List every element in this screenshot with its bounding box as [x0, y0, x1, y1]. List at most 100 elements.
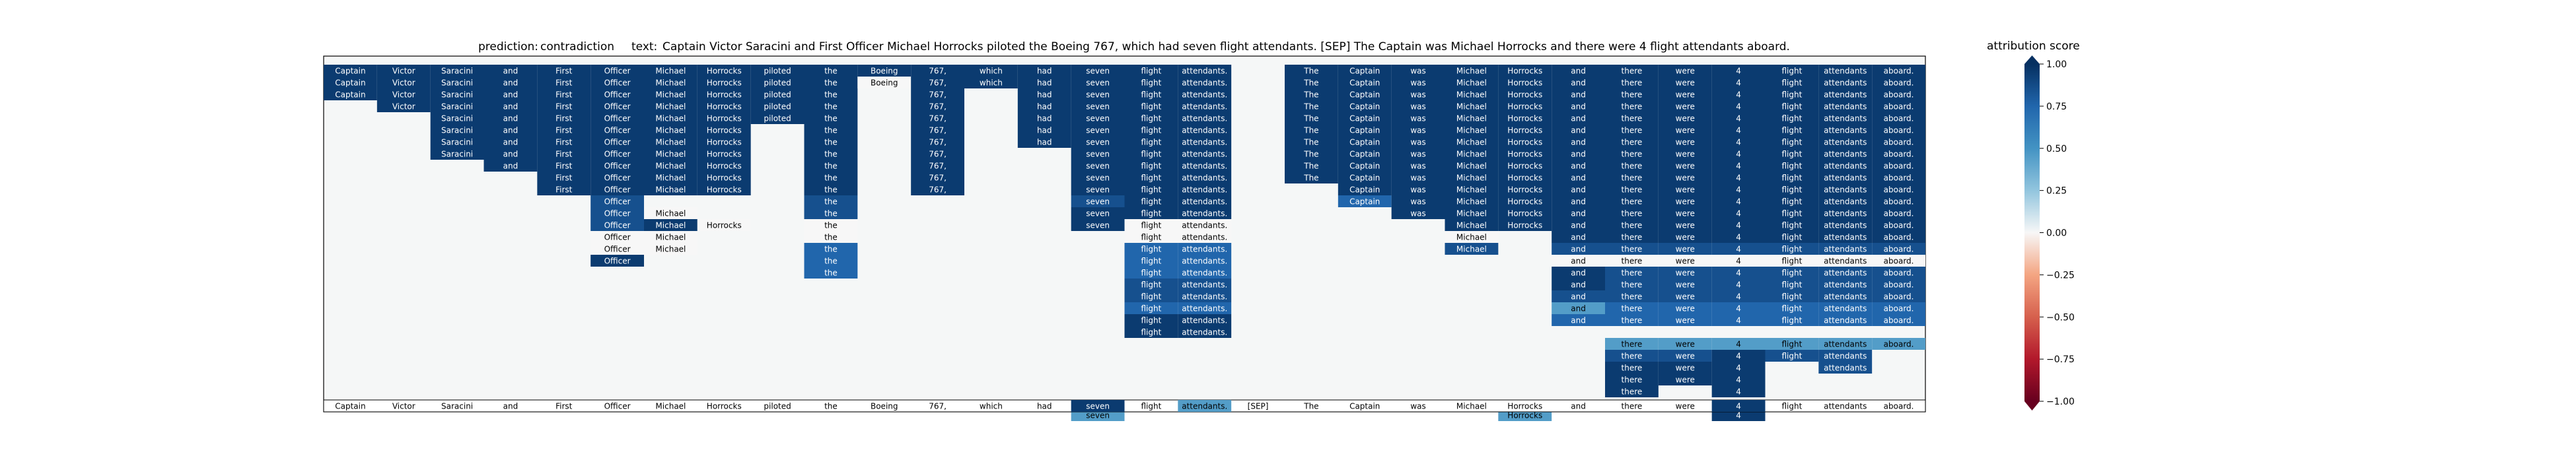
- heatmap-cell: [1658, 65, 1712, 77]
- cell-token-label: attendants: [1824, 269, 1867, 278]
- cell-token-label: 4: [1736, 79, 1741, 88]
- cell-token-label: were: [1676, 90, 1695, 100]
- heatmap-cell: [644, 88, 698, 100]
- cell-token-label: flight: [1141, 67, 1162, 76]
- cell-token-label: flight: [1782, 352, 1803, 361]
- cell-token-label: aboard.: [1884, 233, 1914, 242]
- heatmap-cell: [1071, 65, 1125, 77]
- cell-token-label: were: [1676, 138, 1695, 147]
- heatmap-cell: [1658, 136, 1712, 148]
- heatmap-cell: [1178, 195, 1232, 207]
- heatmap-cell: [804, 100, 858, 112]
- heatmap-cell: [911, 148, 964, 160]
- cell-token-label: Officer: [604, 102, 631, 112]
- cell-token-label: the: [824, 90, 838, 100]
- cell-token-label: Saracini: [441, 114, 473, 123]
- cell-token-label: Horrocks: [707, 185, 742, 195]
- cell-token-label: flight: [1782, 316, 1803, 325]
- cell-token-label: seven: [1086, 79, 1110, 88]
- cell-token-label: the: [824, 79, 838, 88]
- cell-token-label: 4: [1736, 102, 1741, 112]
- heatmap-cell: [1338, 172, 1392, 183]
- heatmap-cell: [1658, 255, 1712, 267]
- heatmap-cell: [1605, 290, 1659, 302]
- heatmap-cell: [750, 100, 805, 112]
- cell-token-label: aboard.: [1884, 245, 1914, 254]
- heatmap-cell: [1765, 160, 1819, 172]
- heatmap-cell: [804, 267, 858, 279]
- cell-token-label: were: [1676, 221, 1695, 230]
- baseline-token-label: Saracini: [441, 402, 473, 411]
- baseline-token-label: and: [503, 402, 519, 411]
- cell-token-label: 4: [1736, 114, 1741, 123]
- heatmap-cell: [1658, 350, 1712, 362]
- heatmap-cell: [1285, 124, 1338, 136]
- heatmap-cell: [1552, 172, 1605, 183]
- cell-token-label: flight: [1141, 185, 1162, 195]
- baseline-token-label: [SEP]: [1248, 402, 1269, 411]
- cell-token-label: had: [1037, 90, 1052, 100]
- heatmap-cell: [1445, 207, 1499, 219]
- heatmap-cell: [644, 100, 698, 112]
- heatmap-cell: [1178, 112, 1232, 124]
- cell-token-label: Captain: [1349, 197, 1380, 207]
- heatmap-cell: [1605, 243, 1659, 255]
- cell-token-label: and: [1571, 162, 1586, 171]
- heatmap-cell: [483, 124, 538, 136]
- heatmap-cell: [1178, 183, 1232, 195]
- cell-token-label: seven: [1086, 185, 1110, 195]
- cell-token-label: and: [503, 162, 519, 171]
- cell-token-label: flight: [1782, 292, 1803, 302]
- heatmap-cell: [911, 65, 964, 77]
- cell-token-label: 767,: [929, 185, 947, 195]
- cell-token-label: Horrocks: [1507, 162, 1542, 171]
- cell-token-label: aboard.: [1884, 257, 1914, 266]
- cell-token-label: 4: [1736, 316, 1741, 325]
- heatmap-cell: [1658, 148, 1712, 160]
- heatmap-cell: [1818, 350, 1873, 362]
- cell-token-label: were: [1676, 209, 1695, 218]
- heatmap-cell: [1658, 231, 1712, 243]
- cell-token-label: Officer: [604, 162, 631, 171]
- cell-token-label: Captain: [1349, 150, 1380, 159]
- cell-token-label: flight: [1141, 138, 1162, 147]
- cell-token-label: there: [1622, 174, 1643, 183]
- heatmap-cell: [1445, 77, 1499, 88]
- heatmap-cell: [697, 183, 751, 195]
- cell-token-label: 4: [1736, 126, 1741, 135]
- heatmap-cell: [1605, 385, 1659, 397]
- baseline-token-label: Captain: [1349, 402, 1380, 411]
- baseline-token-label: 767,: [929, 402, 947, 411]
- cell-token-label: had: [1037, 79, 1052, 88]
- cell-token-label: The: [1303, 67, 1318, 76]
- baseline-token-label: was: [1410, 402, 1425, 411]
- heatmap-cell: [697, 77, 751, 88]
- cell-token-label: attendants.: [1182, 150, 1227, 159]
- heatmap-cell: [483, 65, 538, 77]
- heatmap-cell: [1605, 65, 1659, 77]
- heatmap-cell: [1711, 279, 1766, 290]
- heatmap-cell: [1445, 219, 1499, 231]
- heatmap-cell: [1658, 362, 1712, 374]
- heatmap-cell: [1605, 77, 1659, 88]
- heatmap-cell: [1658, 243, 1712, 255]
- heatmap-cell: [857, 77, 912, 88]
- heatmap-cell: [483, 160, 538, 172]
- cell-token-label: were: [1676, 150, 1695, 159]
- cell-token-label: and: [1571, 245, 1586, 254]
- cell-token-label: attendants: [1824, 197, 1867, 207]
- heatmap-cell: [1605, 136, 1659, 148]
- heatmap-cell: [1818, 172, 1873, 183]
- heatmap-cell: [1338, 65, 1392, 77]
- cell-token-label: there: [1622, 257, 1643, 266]
- heatmap-cell: [1391, 112, 1445, 124]
- heatmap-cell: [1391, 183, 1445, 195]
- heatmap-cell: [537, 136, 591, 148]
- cell-token-label: Captain: [1349, 185, 1380, 195]
- heatmap-cell: [430, 124, 484, 136]
- cell-token-label: and: [1571, 197, 1586, 207]
- heatmap-cell: [1338, 195, 1392, 207]
- cell-token-label: Michael: [1456, 162, 1487, 171]
- cell-token-label: Michael: [1456, 114, 1487, 123]
- heatmap-cell: [644, 65, 698, 77]
